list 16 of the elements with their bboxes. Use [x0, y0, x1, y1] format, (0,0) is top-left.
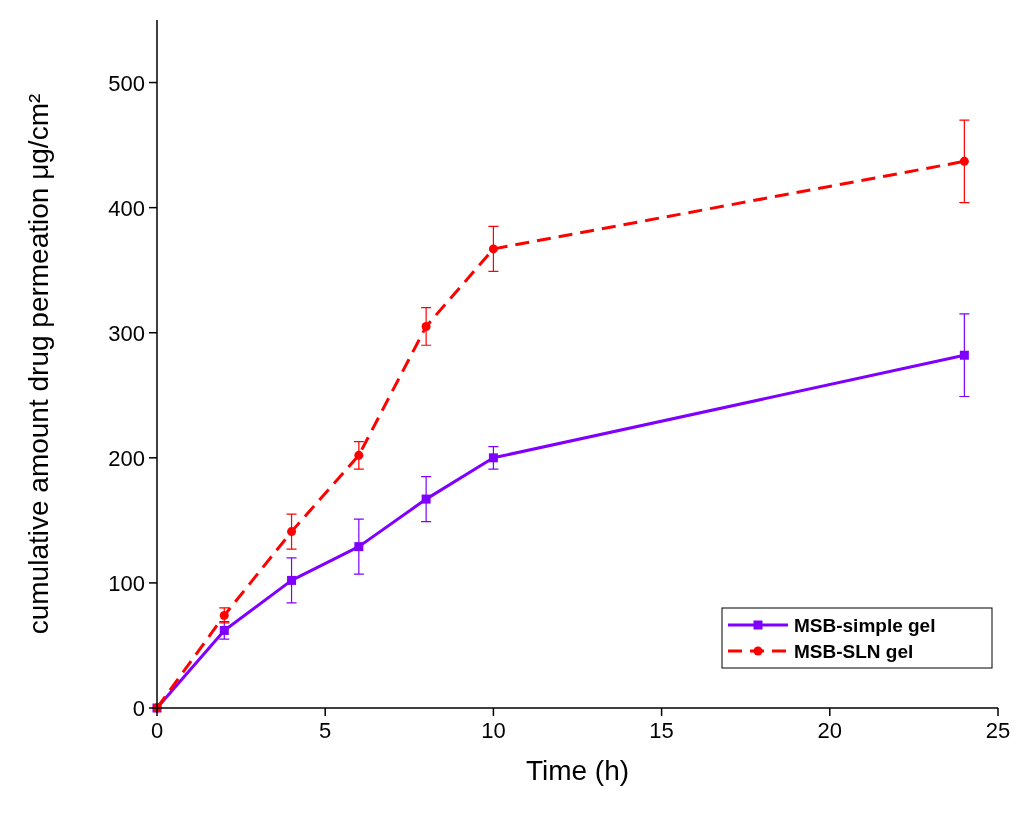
x-tick-label: 5: [319, 718, 332, 743]
y-tick-label: 0: [132, 696, 145, 721]
y-tick-label: 100: [108, 570, 145, 596]
y-tick-label: 400: [108, 195, 145, 221]
x-tick-label: 10: [481, 718, 506, 743]
y-tick-label: 200: [108, 445, 145, 471]
x-tick-label: 0: [150, 718, 164, 743]
legend-label: MSB-simple gel: [794, 615, 936, 636]
x-axis-title: Time (h): [525, 755, 630, 786]
y-tick-label: 500: [108, 70, 145, 96]
x-tick-label: 20: [817, 718, 843, 743]
legend-label: MSB-SLN gel: [794, 641, 914, 662]
x-tick-label: 25: [985, 718, 1011, 743]
y-tick-label: 300: [108, 320, 145, 346]
x-tick-label: 15: [649, 718, 674, 743]
y-axis-title: cumulative amount drug permeation μg/cm²: [23, 93, 54, 635]
